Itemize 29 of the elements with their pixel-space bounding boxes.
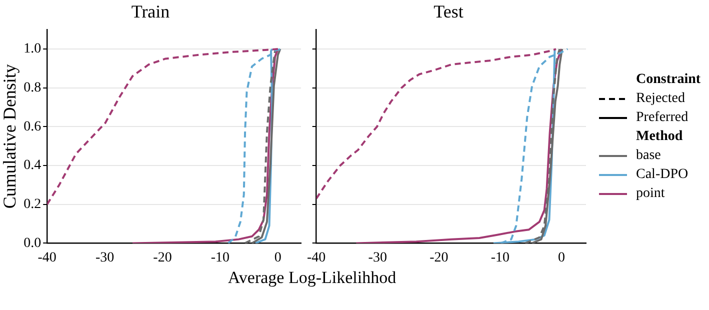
chart-title: Train xyxy=(131,2,170,22)
legend-label: point xyxy=(636,185,665,203)
x-tick-label: 0 xyxy=(558,250,565,266)
y-tick-label: 0.4 xyxy=(24,158,42,174)
x-tick-label: -20 xyxy=(430,250,448,266)
legend-label: Cal-DPO xyxy=(636,166,688,184)
y-tick-label: 0.6 xyxy=(24,119,42,134)
x-tick-label: -30 xyxy=(368,250,387,266)
legend-label: base xyxy=(636,147,661,165)
y-tick-label: 0.8 xyxy=(24,80,42,96)
text: Method xyxy=(635,128,684,146)
legend-label: Preferred xyxy=(636,109,688,127)
x-axis-title: Average Log-Likelihhod xyxy=(226,268,398,288)
x-tick-label: -10 xyxy=(210,250,230,266)
y-tick-label: 0.0 xyxy=(24,236,42,251)
text: Constraint xyxy=(635,71,701,89)
line-series xyxy=(227,48,283,244)
x-tick-label: 0 xyxy=(274,250,282,266)
x-tick-label: -10 xyxy=(490,250,510,266)
y-axis-title: Cumulative Density xyxy=(0,64,20,209)
y-tick-label: 0.2 xyxy=(24,197,42,212)
chart-title: Test xyxy=(434,2,464,22)
y-tick-label: 1.0 xyxy=(24,42,42,57)
x-tick-label: -30 xyxy=(95,250,114,266)
x-tick-label: -40 xyxy=(306,250,326,266)
line-series xyxy=(244,48,278,244)
x-tick-label: -20 xyxy=(153,250,172,266)
x-tick-label: -40 xyxy=(38,250,56,266)
legend-label: Rejected xyxy=(636,90,685,108)
